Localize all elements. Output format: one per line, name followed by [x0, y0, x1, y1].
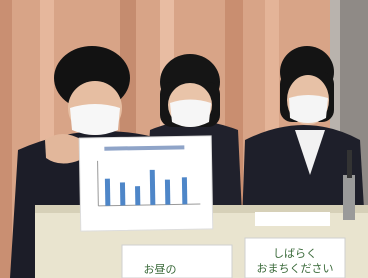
sign — [122, 245, 232, 278]
microphone-stand — [343, 175, 355, 220]
photo: お昼の しばらく おまちください — [0, 0, 368, 278]
page: お昼の しばらく おまちください (() => { const data = J… — [0, 0, 368, 278]
sign-text: お昼の — [144, 263, 177, 276]
chart-bar — [182, 177, 187, 204]
chart-bar — [150, 170, 156, 205]
chart-bar — [165, 180, 170, 205]
chart-bar — [105, 179, 110, 206]
microphone — [347, 150, 352, 178]
mask — [170, 100, 211, 128]
chart-bar — [120, 182, 125, 205]
chart-paper — [79, 136, 213, 231]
mask — [289, 95, 328, 123]
mask — [70, 104, 120, 135]
held-chart — [79, 136, 213, 231]
curtain-fold — [0, 0, 12, 278]
chart-bar — [135, 186, 140, 205]
sign-text: しばらく — [273, 247, 317, 260]
sign-text: おまちください — [257, 262, 334, 275]
paper — [255, 212, 330, 226]
hand — [45, 134, 82, 164]
